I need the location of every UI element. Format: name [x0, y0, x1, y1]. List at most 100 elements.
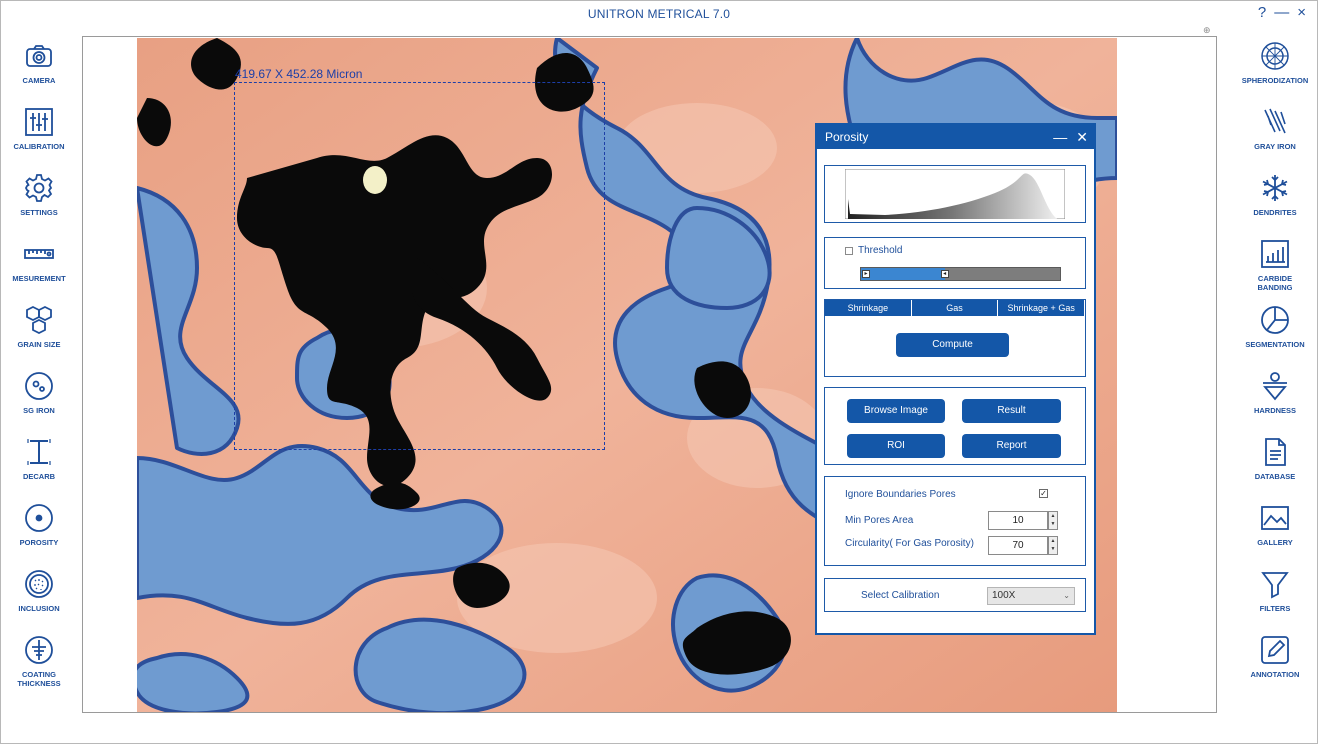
- circularity-input[interactable]: 70: [988, 536, 1048, 555]
- inclusion-icon: [25, 570, 53, 598]
- spherodization-label: SPHERODIZATION: [1241, 76, 1309, 85]
- database-tool[interactable]: DATABASE: [1232, 432, 1318, 498]
- snowflake-icon: [1262, 175, 1288, 201]
- camera-label: CAMERA: [22, 76, 56, 85]
- coating-thickness-tool[interactable]: COATING THICKNESS: [0, 630, 78, 696]
- dot-circle-icon: [25, 504, 53, 532]
- nodule-icon: [25, 372, 53, 400]
- flakes-icon: [1264, 108, 1286, 134]
- sg-iron-tool[interactable]: SG IRON: [0, 366, 78, 432]
- minimize-icon[interactable]: —: [1274, 4, 1290, 21]
- histogram-chart: [845, 169, 1065, 219]
- sg-iron-label: SG IRON: [23, 406, 55, 415]
- ignore-boundaries-checkbox[interactable]: ✓: [1039, 489, 1048, 498]
- coating-icon: [25, 636, 53, 664]
- grain-size-tool[interactable]: GRAIN SIZE: [0, 300, 78, 366]
- parameters-box: Ignore Boundaries Pores ✓ Min Pores Area…: [824, 476, 1086, 566]
- min-pores-area-label: Min Pores Area: [845, 515, 914, 526]
- threshold-check-box[interactable]: [845, 246, 853, 255]
- pie-icon: [1261, 306, 1289, 334]
- ibeam-icon: [27, 439, 51, 465]
- calibration-select[interactable]: 100X ⌄: [987, 587, 1075, 605]
- decarb-tool[interactable]: DECARB: [0, 432, 78, 498]
- threshold-box: Threshold ▸ ◂: [824, 237, 1086, 289]
- roi-rectangle[interactable]: [234, 82, 605, 450]
- calibration-value: 100X: [992, 590, 1016, 601]
- document-icon: [1265, 438, 1286, 466]
- threshold-slider[interactable]: ▸ ◂: [860, 267, 1061, 281]
- dendrites-tool[interactable]: DENDRITES: [1232, 168, 1318, 234]
- carbide-banding-label: CARBIDE BANDING: [1257, 274, 1293, 292]
- camera-icon: [26, 45, 52, 67]
- dendrites-label: DENDRITES: [1253, 208, 1297, 217]
- porosity-tool[interactable]: POROSITY: [0, 498, 78, 564]
- tab-gas[interactable]: Gas: [912, 300, 999, 316]
- tab-shrinkage[interactable]: Shrinkage: [825, 300, 912, 316]
- filters-tool[interactable]: FILTERS: [1232, 564, 1318, 630]
- right-toolbar: SPHERODIZATION GRAY IRON DENDRITES CARBI…: [1232, 36, 1318, 696]
- panel-close-icon[interactable]: ✕: [1076, 128, 1088, 145]
- gallery-tool[interactable]: GALLERY: [1232, 498, 1318, 564]
- decarb-label: DECARB: [22, 472, 56, 481]
- inclusion-label: INCLUSION: [18, 604, 60, 613]
- calibration-tool[interactable]: CALIBRATION: [0, 102, 78, 168]
- result-button[interactable]: Result: [962, 399, 1061, 423]
- segmentation-tool[interactable]: SEGMENTATION: [1232, 300, 1318, 366]
- annotation-label: ANNOTATION: [1250, 670, 1300, 679]
- annotation-tool[interactable]: ANNOTATION: [1232, 630, 1318, 696]
- threshold-checkbox[interactable]: Threshold: [845, 245, 902, 256]
- pencil-icon: [1261, 636, 1289, 664]
- database-label: DATABASE: [1254, 472, 1296, 481]
- help-icon[interactable]: ?: [1257, 4, 1267, 21]
- panel-minimize-icon[interactable]: —: [1053, 128, 1068, 145]
- tab-shrinkage-gas[interactable]: Shrinkage + Gas: [1007, 303, 1075, 313]
- sliders-icon: [25, 108, 53, 136]
- ignore-boundaries-label: Ignore Boundaries Pores: [845, 489, 956, 500]
- calibration-label: CALIBRATION: [13, 142, 65, 151]
- threshold-high-handle[interactable]: ◂: [940, 270, 949, 278]
- circularity-label: Circularity( For Gas Porosity): [845, 538, 974, 549]
- calibration-box: Select Calibration 100X ⌄: [824, 578, 1086, 612]
- chevron-down-icon: ⌄: [1063, 591, 1070, 600]
- inclusion-tool[interactable]: INCLUSION: [0, 564, 78, 630]
- min-pores-area-stepper[interactable]: ▲ ▼: [1048, 511, 1058, 530]
- report-button[interactable]: Report: [962, 434, 1061, 458]
- gallery-label: GALLERY: [1257, 538, 1293, 547]
- threshold-low-handle[interactable]: ▸: [862, 270, 870, 278]
- measurement-label: MESUREMENT: [12, 274, 66, 283]
- close-icon[interactable]: ×: [1297, 4, 1306, 21]
- hardness-tool[interactable]: HARDNESS: [1232, 366, 1318, 432]
- measurement-tool[interactable]: MESUREMENT: [0, 234, 78, 300]
- settings-label: SETTINGS: [20, 208, 58, 217]
- gray-iron-tool[interactable]: GRAY IRON: [1232, 102, 1318, 168]
- indenter-icon: [1263, 372, 1287, 401]
- left-toolbar: CAMERA CALIBRATION SETTINGS MESUREMENT G…: [0, 36, 78, 696]
- browse-image-button[interactable]: Browse Image: [847, 399, 945, 423]
- ruler-icon: [24, 249, 54, 259]
- image-icon: [1261, 506, 1289, 530]
- actions-box: Browse Image Result ROI Report: [824, 387, 1086, 465]
- porosity-type-tabs: Shrinkage Gas Shrinkage + Gas: [825, 300, 1084, 316]
- spherodization-tool[interactable]: SPHERODIZATION: [1232, 36, 1318, 102]
- roi-dimension-label: 419.67 X 452.28 Micron: [235, 67, 363, 81]
- info-icon[interactable]: ⊕: [1203, 25, 1211, 35]
- min-pores-area-input[interactable]: 10: [988, 511, 1048, 530]
- porosity-panel: Porosity — ✕ Threshold ▸ ◂ Shrinkage Gas …: [815, 123, 1096, 635]
- bar-chart-icon: [1261, 240, 1289, 268]
- app-title: UNITRON METRICAL 7.0: [587, 7, 731, 21]
- gear-icon: [24, 174, 53, 202]
- filters-label: FILTERS: [1259, 604, 1291, 613]
- hardness-label: HARDNESS: [1253, 406, 1297, 415]
- sphere-icon: [1261, 42, 1289, 70]
- threshold-slider-fill: [861, 268, 945, 280]
- porosity-label: POROSITY: [19, 538, 59, 547]
- camera-tool[interactable]: CAMERA: [0, 36, 78, 102]
- compute-button[interactable]: Compute: [896, 333, 1009, 357]
- gray-iron-label: GRAY IRON: [1254, 142, 1296, 151]
- hexagons-icon: [26, 305, 52, 335]
- roi-button[interactable]: ROI: [847, 434, 945, 458]
- settings-tool[interactable]: SETTINGS: [0, 168, 78, 234]
- circularity-stepper[interactable]: ▲ ▼: [1048, 536, 1058, 555]
- carbide-banding-tool[interactable]: CARBIDE BANDING: [1232, 234, 1318, 300]
- select-calibration-label: Select Calibration: [861, 590, 940, 601]
